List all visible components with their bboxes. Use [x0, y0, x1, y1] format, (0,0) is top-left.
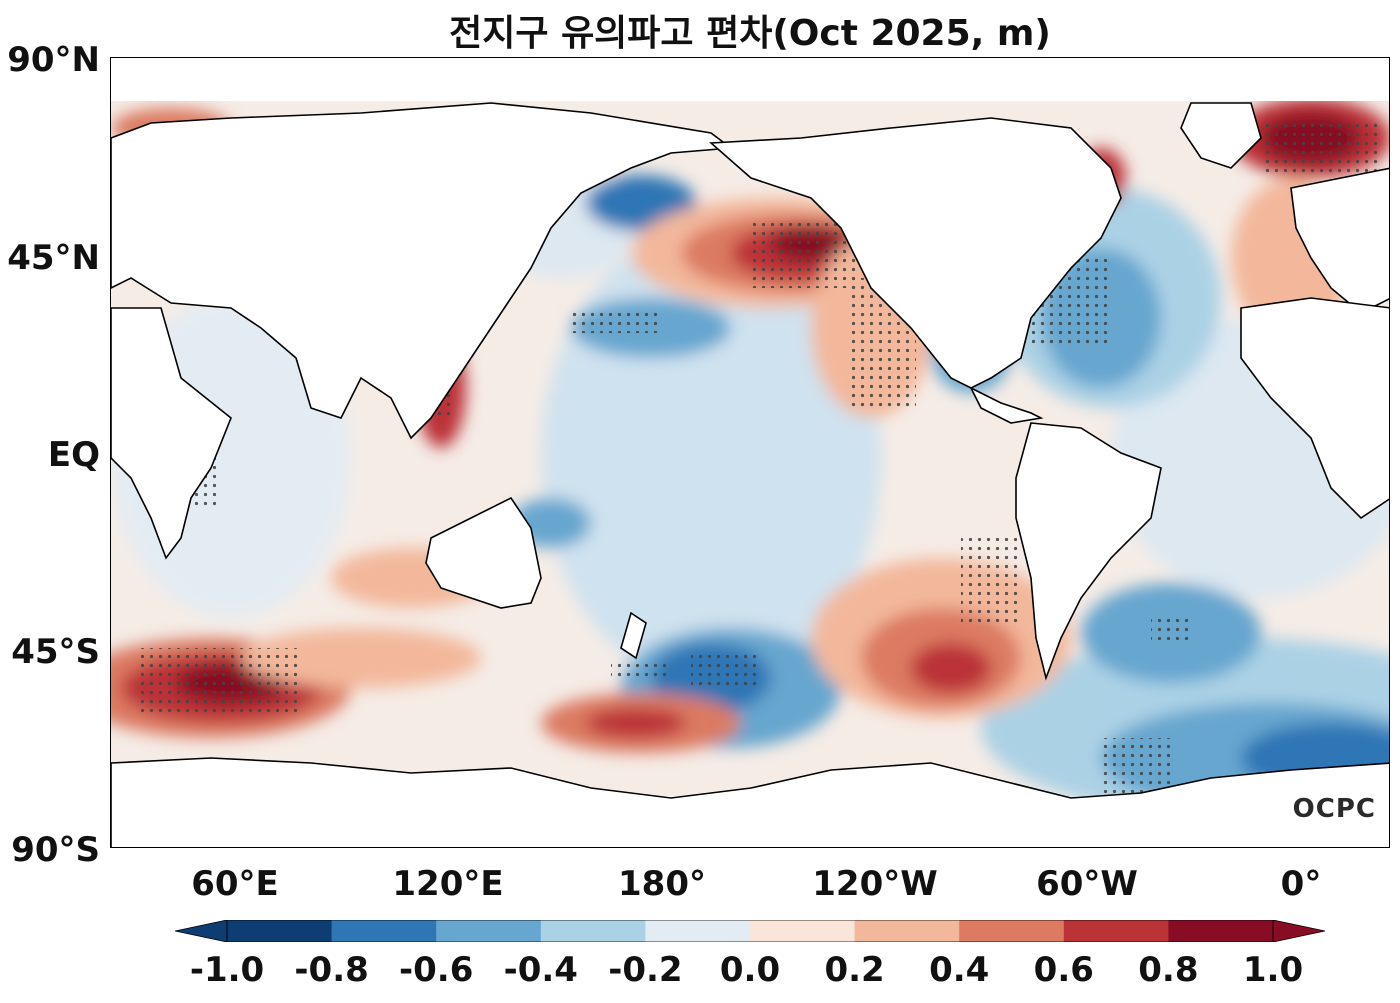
- y-tick-90n: 90°N: [7, 40, 100, 80]
- colorbar-tick-label: -0.8: [294, 950, 369, 990]
- colorbar-tick-label: -0.6: [399, 950, 474, 990]
- colorbar-segment: [540, 920, 646, 942]
- colorbar-right-extend: [1272, 920, 1325, 942]
- colorbar-segment: [331, 920, 437, 942]
- colorbar-segment: [750, 920, 856, 942]
- colorbar-segment: [959, 920, 1065, 942]
- x-tick-180: 180°: [618, 864, 706, 904]
- colorbar-tick-label: 0.4: [929, 950, 990, 990]
- x-tick-60e: 60°E: [191, 864, 279, 904]
- x-tick-60w: 60°W: [1036, 864, 1138, 904]
- y-tick-90s: 90°S: [11, 830, 100, 870]
- map-title: 전지구 유의파고 편차(Oct 2025, m): [449, 13, 1051, 54]
- colorbar-segment: [227, 920, 333, 942]
- x-tick-120e: 120°E: [392, 864, 504, 904]
- anomaly-map-svg: [111, 58, 1389, 847]
- y-tick-eq: EQ: [47, 435, 100, 475]
- colorbar: [175, 920, 1325, 942]
- colorbar-tick-label: -1.0: [189, 950, 265, 990]
- y-tick-45n: 45°N: [7, 238, 100, 278]
- colorbar-tick-label: 1.0: [1242, 950, 1304, 990]
- colorbar-tick-label: -0.4: [503, 950, 578, 990]
- x-tick-0: 0°: [1280, 864, 1322, 904]
- colorbar-tick-label: -0.2: [608, 950, 683, 990]
- colorbar-segment: [1168, 920, 1274, 942]
- x-tick-120w: 120°W: [812, 864, 938, 904]
- ocpc-logo: OCPC: [1292, 794, 1376, 824]
- colorbar-segment: [436, 920, 542, 942]
- colorbar-tick-label: 0.6: [1033, 950, 1094, 990]
- colorbar-tick-label: 0.8: [1138, 950, 1199, 990]
- y-tick-45s: 45°S: [11, 632, 100, 672]
- colorbar-tick-label: 0.0: [719, 950, 781, 990]
- colorbar-segment: [854, 920, 960, 942]
- colorbar-tick-label: 0.2: [824, 950, 885, 990]
- arctic-mask: [111, 58, 1389, 101]
- colorbar-left-extend: [175, 920, 228, 942]
- colorbar-segment: [1063, 920, 1169, 942]
- map-panel: [110, 57, 1390, 848]
- colorbar-segment: [645, 920, 751, 942]
- coastlines: [111, 102, 1389, 847]
- significance-stippling: [141, 118, 1381, 798]
